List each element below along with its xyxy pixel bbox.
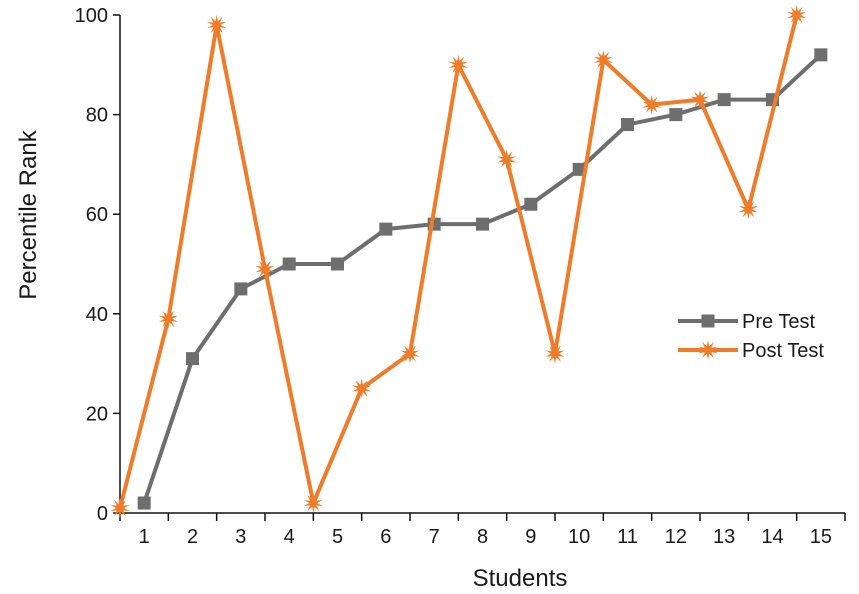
pre-test-point [814,48,828,62]
post-test-point [690,89,710,110]
post-test-point [255,258,275,279]
pre-test-point [717,93,731,107]
y-axis-label: Percentile Rank [15,129,42,299]
post-test-point [158,308,178,329]
x-tick-label: 2 [187,526,198,548]
x-tick-label: 4 [284,526,295,548]
pre-test-point [621,118,634,132]
pre-test-point [572,162,586,176]
pre-test-point [379,222,393,236]
legend-label-post-test: Post Test [742,340,824,362]
x-tick-label: 1 [139,526,150,548]
post-test-line [118,14,799,509]
pre-test-point [186,352,199,366]
pre-test-point [282,257,296,271]
y-tick-label: 100 [75,5,108,27]
x-tick-label: 9 [525,526,536,548]
y-tick-label: 20 [86,403,108,425]
post-test-point [352,378,372,399]
x-tick-label: 3 [235,526,246,548]
post-test-point [497,149,517,170]
x-tick-label: 5 [332,526,343,548]
x-tick-label: 12 [665,526,687,548]
pre-test-point [476,217,489,231]
post-test-point [448,54,468,75]
x-tick-label: 8 [477,526,488,548]
y-tick-label: 0 [97,503,108,525]
pre-test-line [142,53,823,504]
pre-test-point [669,108,683,122]
x-tick-label: 14 [761,526,783,548]
post-test-point [110,498,130,519]
x-tick-label: 11 [617,526,638,548]
y-tick-label: 60 [86,204,108,226]
pre-test-point [524,197,538,211]
post-test-point [303,493,323,514]
pre-test-point [137,496,151,510]
pre-test-point [234,282,248,296]
y-tick-label: 80 [86,105,108,127]
legend-marker-post-test [698,340,718,360]
post-test-point [593,49,613,70]
legend-marker-pre-test [701,314,715,328]
post-test-point [787,5,807,25]
post-test-point [207,14,227,35]
post-test-point [738,199,758,220]
x-tick-label: 10 [568,526,590,548]
x-tick-label: 13 [713,526,735,548]
post-test-point [545,343,565,364]
x-tick-label: 6 [380,526,391,548]
y-tick-label: 40 [86,304,108,326]
x-axis-label: Students [473,565,568,592]
legend-label-pre-test: Pre Test [742,311,815,333]
x-tick-label: 15 [810,526,832,548]
post-test-point [400,343,420,364]
pre-test-point [331,257,344,271]
x-tick-label: 7 [429,526,440,548]
post-test-point [642,94,662,115]
